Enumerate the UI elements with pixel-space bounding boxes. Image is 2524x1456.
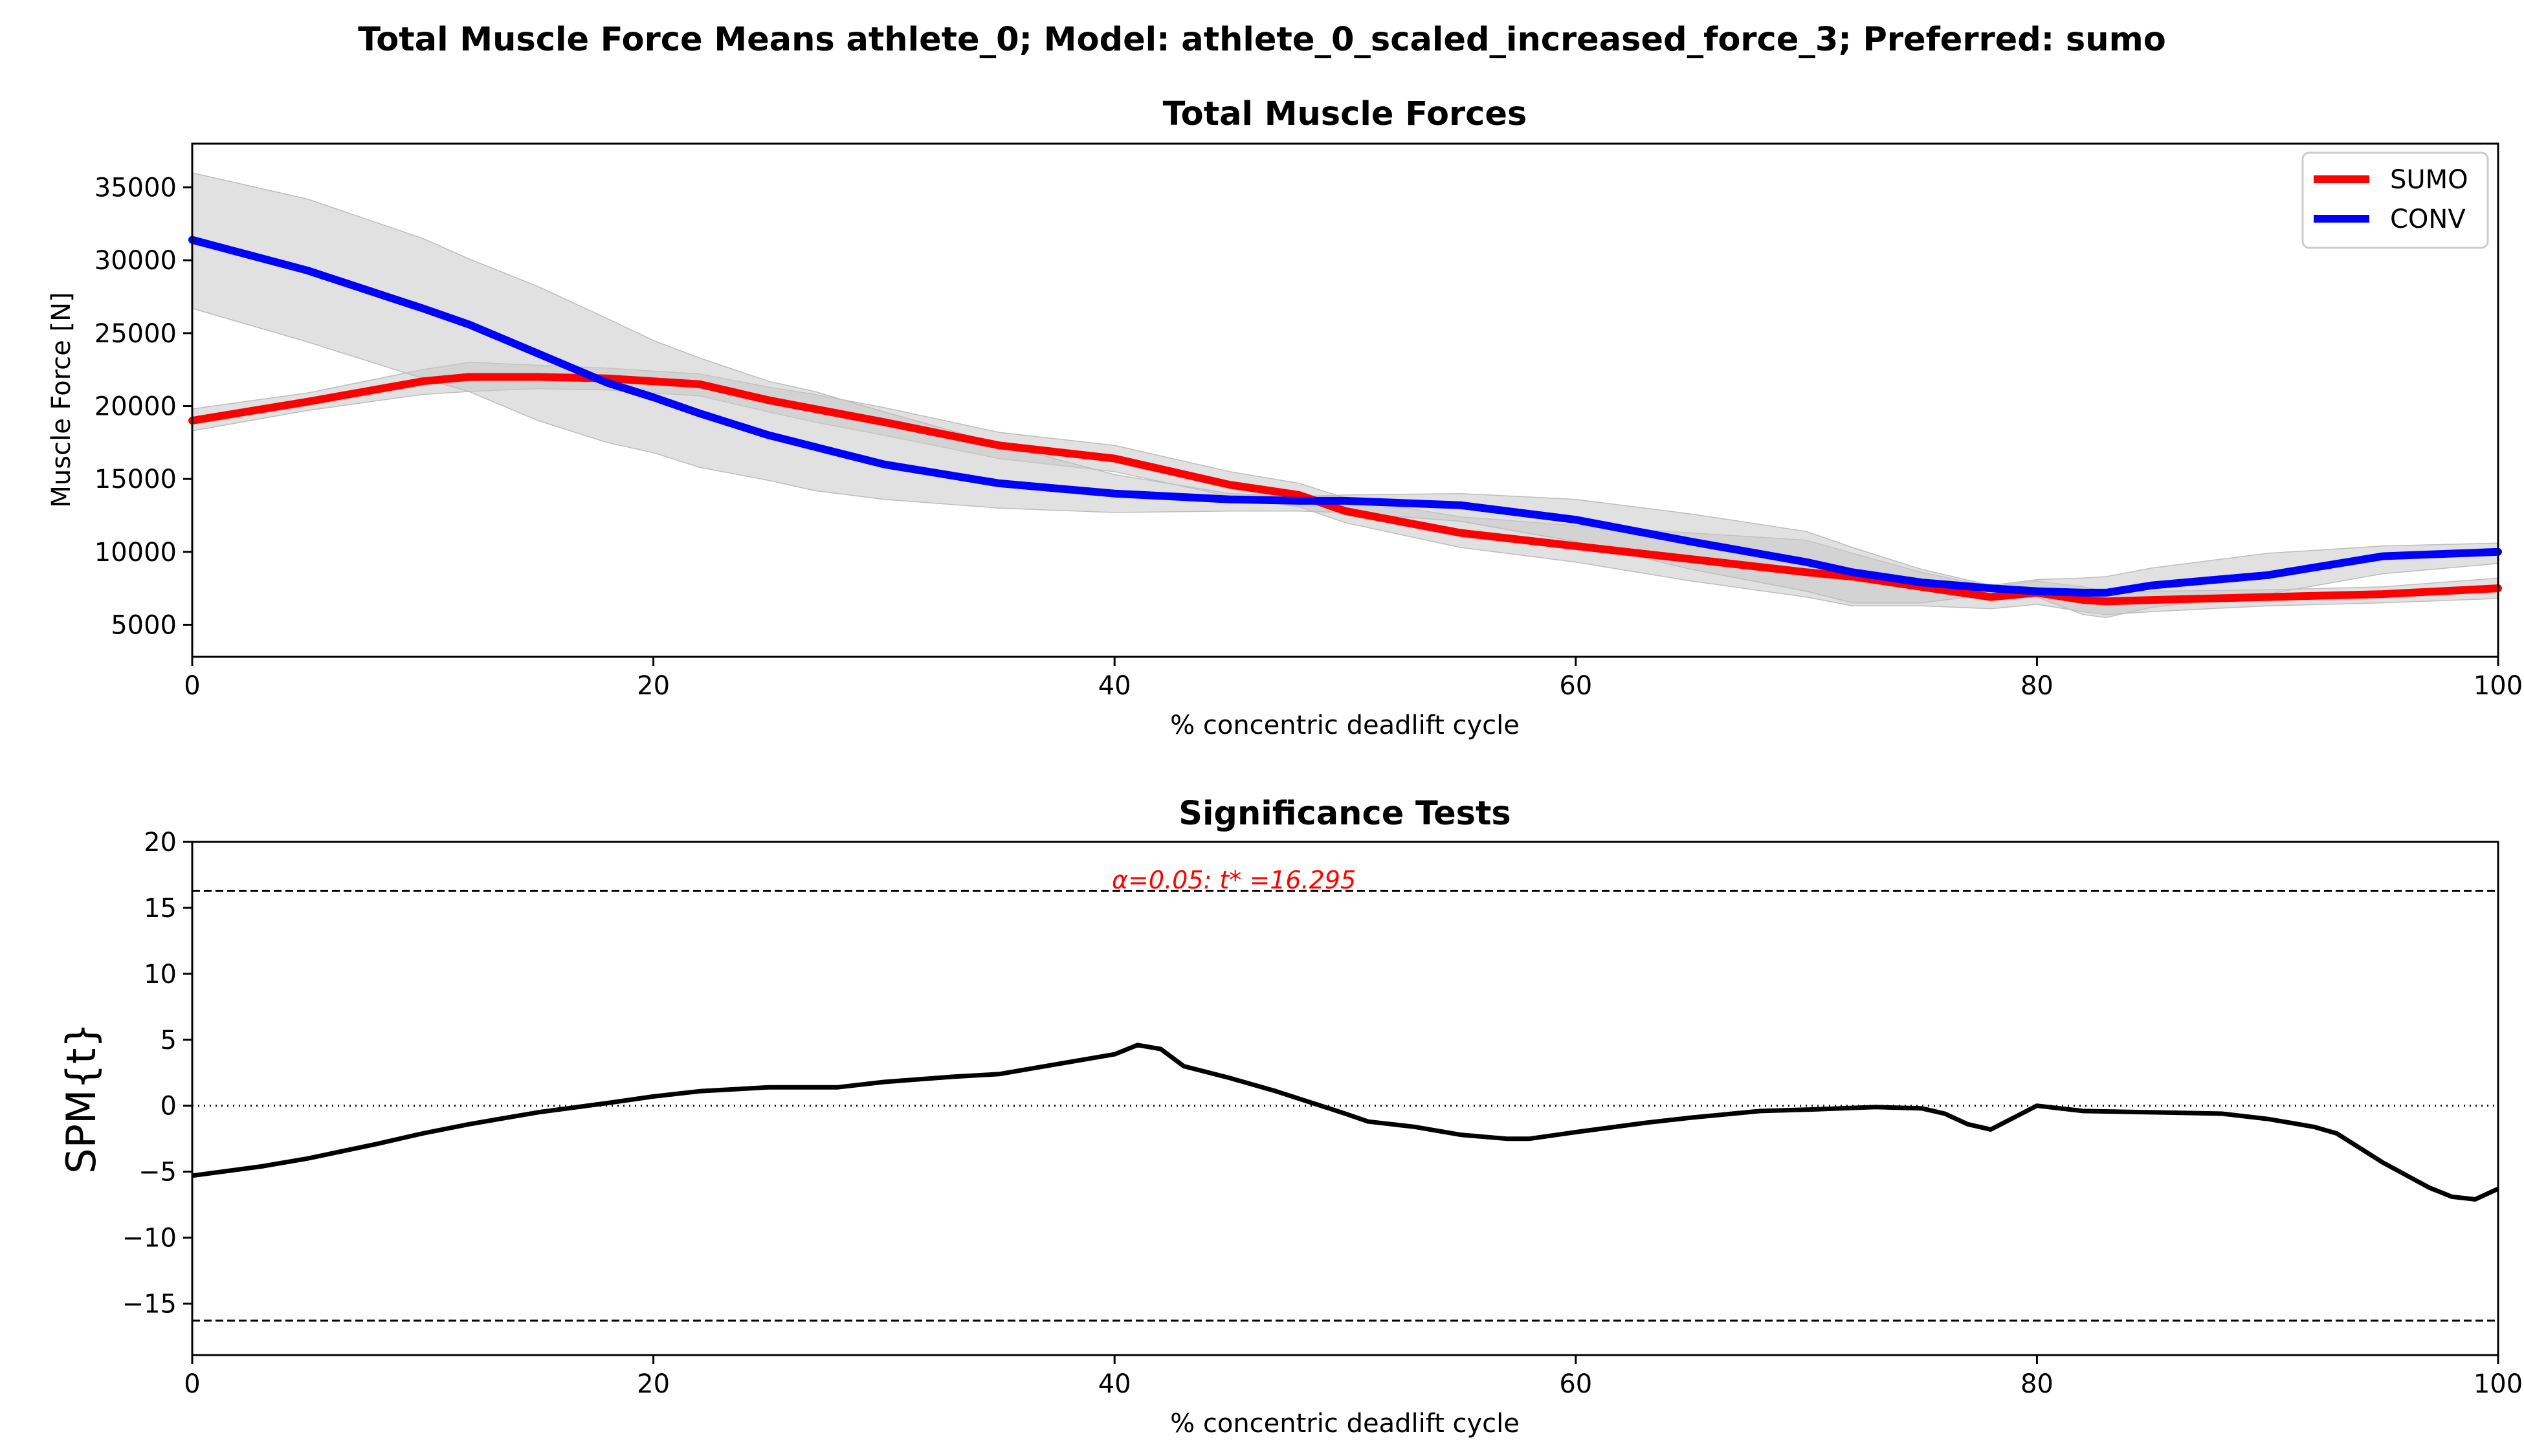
chart1-y-ticks: 5000 10000 15000 20000 25000 30000 35000 bbox=[94, 173, 192, 640]
chart2-xlabel: % concentric deadlift cycle bbox=[1170, 1409, 1520, 1439]
chart1-ytick-label: 20000 bbox=[94, 392, 177, 422]
chart2-ytick-label: −15 bbox=[122, 1289, 177, 1319]
chart1-title: Total Muscle Forces bbox=[1163, 95, 1527, 133]
chart1-xtick-label: 60 bbox=[1559, 671, 1592, 701]
chart1-xtick-label: 0 bbox=[184, 671, 200, 701]
chart2-ytick-label: 20 bbox=[144, 828, 177, 857]
chart2-ytick-label: 0 bbox=[161, 1092, 177, 1121]
chart2-xtick-label: 60 bbox=[1559, 1369, 1592, 1399]
chart2-xtick-label: 20 bbox=[637, 1369, 670, 1399]
chart1-series-lines bbox=[188, 236, 2502, 606]
chart1-xtick-label: 80 bbox=[2020, 671, 2054, 701]
muscle-force-chart: Total Muscle Forces 0 20 40 60 80 100 5000 100… bbox=[47, 95, 2523, 740]
chart1-xlabel: % concentric deadlift cycle bbox=[1170, 711, 1520, 740]
chart2-ytick-label: −10 bbox=[122, 1224, 177, 1253]
chart2-x-ticks: 0 20 40 60 80 100 bbox=[184, 1355, 2523, 1399]
chart2-xtick-label: 100 bbox=[2474, 1369, 2523, 1399]
chart2-y-ticks: −15 −10 −5 0 5 10 15 20 bbox=[122, 828, 192, 1319]
chart2-title: Significance Tests bbox=[1179, 795, 1511, 833]
significance-chart: Significance Tests 0 20 40 60 80 100 −15−10−5… bbox=[58, 795, 2523, 1439]
chart2-frame bbox=[191, 841, 2499, 1356]
chart1-ytick-label: 30000 bbox=[94, 246, 177, 276]
chart2-ytick-label: −5 bbox=[138, 1158, 177, 1187]
chart1-ytick-label: 35000 bbox=[94, 173, 177, 203]
chart1-xtick-label: 40 bbox=[1098, 671, 1131, 701]
chart2-ylabel: SPM{t} bbox=[58, 1022, 105, 1173]
chart1-ytick-label: 5000 bbox=[111, 610, 177, 640]
chart2-xtick-label: 40 bbox=[1098, 1369, 1131, 1399]
chart1-legend: SUMO CONV bbox=[2301, 151, 2489, 249]
chart1-ylabel: Muscle Force [N] bbox=[47, 292, 76, 507]
chart2-xtick-label: 80 bbox=[2020, 1369, 2054, 1399]
threshold-label: α=0.05: t* =16.295 bbox=[1112, 866, 1356, 894]
chart1-xtick-label: 100 bbox=[2474, 671, 2523, 701]
chart2-ytick-label: 5 bbox=[161, 1026, 177, 1055]
chart2-series-lines bbox=[192, 1042, 2499, 1202]
chart1-xtick-label: 20 bbox=[637, 671, 670, 701]
chart1-ytick-label: 10000 bbox=[94, 538, 177, 568]
chart1-frame bbox=[191, 142, 2499, 658]
figure-suptitle: Total Muscle Force Means athlete_0; Mode… bbox=[358, 21, 2166, 59]
chart2-xtick-label: 0 bbox=[184, 1369, 200, 1399]
spm-t-curve bbox=[192, 1042, 2499, 1202]
chart2-reference-lines bbox=[192, 890, 2498, 1322]
chart1-confidence-bands bbox=[192, 172, 2499, 618]
chart1-ytick-label: 25000 bbox=[94, 319, 177, 349]
band-conv bbox=[192, 172, 2499, 618]
chart2-ytick-label: 15 bbox=[144, 894, 177, 923]
chart1-ytick-label: 15000 bbox=[94, 465, 177, 494]
legend-label-sumo: SUMO bbox=[2390, 165, 2468, 195]
chart2-ytick-label: 10 bbox=[144, 960, 177, 989]
chart1-x-ticks: 0 20 40 60 80 100 bbox=[184, 657, 2523, 701]
series-line-conv bbox=[188, 236, 2502, 597]
legend-label-conv: CONV bbox=[2390, 204, 2466, 234]
